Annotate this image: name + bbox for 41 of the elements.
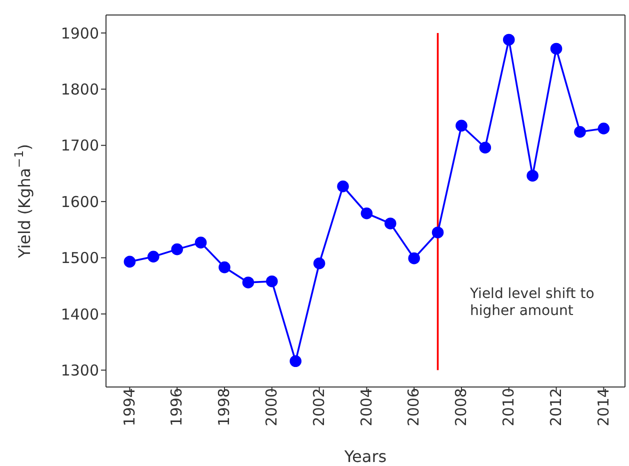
point (171, 243, 183, 256)
x-tick-label: 2008 (452, 388, 470, 426)
x-tick-label: 2012 (546, 388, 565, 426)
x-axis-title: Years (343, 447, 387, 466)
point (360, 207, 373, 220)
point (218, 261, 230, 274)
point (456, 120, 468, 132)
y-tick-label: 1800 (60, 80, 99, 98)
point (408, 252, 420, 264)
y-tick-label: 1300 (60, 361, 99, 380)
x-tick-label: 1996 (168, 388, 186, 426)
y-tick-label: 1400 (60, 305, 99, 324)
x-tick-label: 2006 (404, 388, 423, 426)
point (384, 218, 396, 230)
x-tick-label: 1994 (120, 388, 138, 426)
point (337, 180, 349, 192)
x-tick-label: 2000 (262, 388, 281, 426)
x-tick-label: 2010 (500, 388, 518, 426)
point (194, 236, 207, 248)
point (242, 276, 254, 288)
annotation: Yield level shift to higher amount (470, 286, 596, 320)
y-tick-label: 1700 (60, 136, 99, 155)
x-tick-label: 1998 (215, 388, 234, 426)
point (147, 250, 160, 263)
point (502, 34, 515, 46)
point (479, 142, 492, 154)
point (124, 256, 136, 268)
point (290, 355, 302, 368)
point (432, 226, 444, 238)
point (526, 170, 538, 182)
y-tick-label: 1500 (60, 249, 99, 268)
y-tick-label: 1900 (60, 24, 99, 42)
y-tick-label: 1600 (60, 192, 99, 211)
point (574, 126, 586, 138)
x-tick-label: 2002 (310, 388, 328, 426)
point (313, 257, 326, 270)
point (550, 42, 562, 55)
point (598, 122, 610, 134)
x-tick-label: 2004 (357, 388, 376, 426)
point (266, 275, 278, 288)
x-tick-label: 2014 (594, 388, 612, 426)
